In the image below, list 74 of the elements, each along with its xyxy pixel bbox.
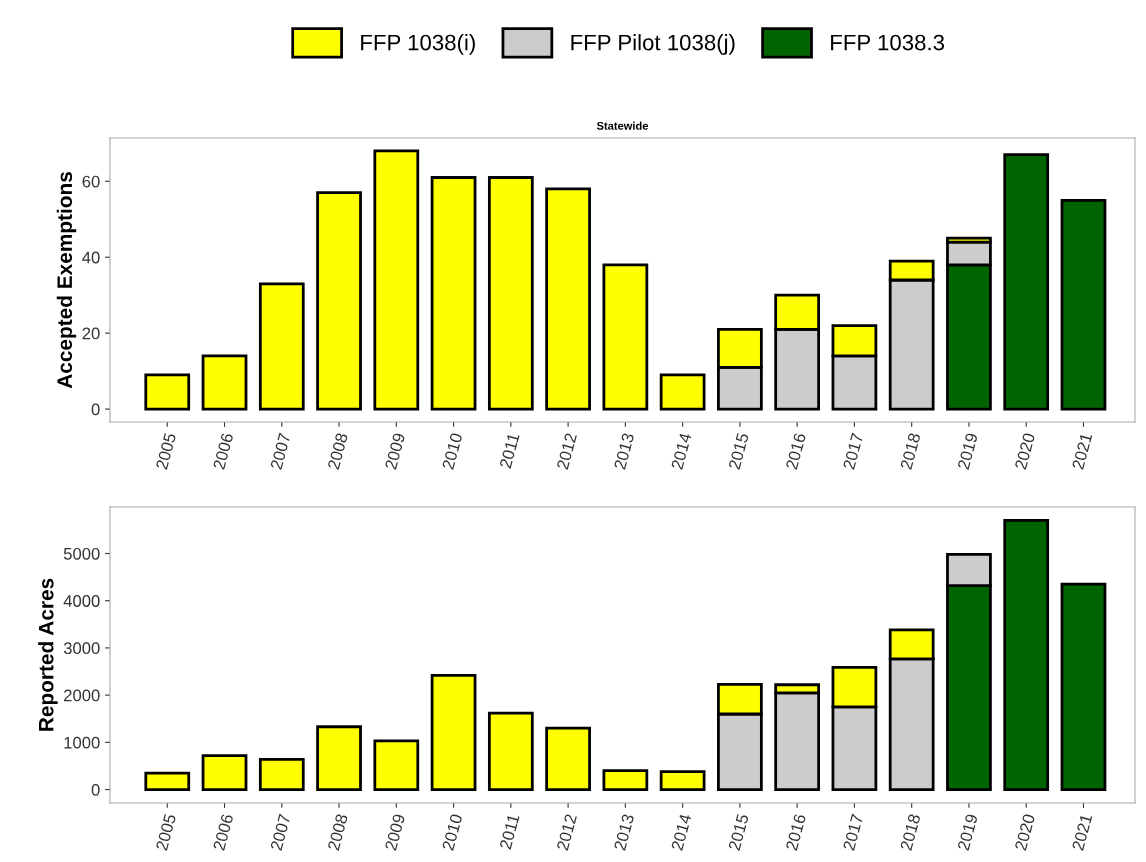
y-tick-label: 60 xyxy=(82,175,100,188)
y-tick-label: 1000 xyxy=(64,736,100,749)
bar xyxy=(659,373,706,411)
chart-title: Statewide xyxy=(596,121,649,130)
x-tick-label: 2013 xyxy=(613,813,635,851)
bar xyxy=(430,176,477,411)
y-tick-label: 0 xyxy=(91,783,100,796)
x-tick-label: 2019 xyxy=(957,813,978,851)
x-tick-label: 2009 xyxy=(384,432,406,470)
bar xyxy=(545,726,591,791)
x-tick-label: 2007 xyxy=(270,432,291,470)
x-tick-label: 2007 xyxy=(270,813,291,851)
x-tick-label: 2013 xyxy=(613,432,635,470)
x-tick-label: 2011 xyxy=(499,813,520,850)
x-tick-label: 2021 xyxy=(1071,813,1093,851)
x-tick-label: 2015 xyxy=(728,813,749,851)
x-tick-label: 2014 xyxy=(670,432,692,470)
y-tick-label: 40 xyxy=(82,251,100,264)
x-tick-label: 2021 xyxy=(1071,432,1093,470)
x-tick-label: 2006 xyxy=(212,813,234,851)
bar xyxy=(545,187,591,411)
bar xyxy=(602,263,649,411)
y-tick-label: 5000 xyxy=(63,547,100,560)
x-tick-label: 2005 xyxy=(155,813,177,851)
x-tick-label: 2016 xyxy=(785,813,807,851)
legend-label: FFP 1038(i) xyxy=(361,34,475,55)
bar xyxy=(144,373,191,411)
y-axis-title: Reported Acres xyxy=(38,578,58,731)
x-tick-label: 2010 xyxy=(441,813,463,851)
x-tick-label: 2008 xyxy=(327,432,348,470)
bar xyxy=(373,739,420,791)
bar xyxy=(487,711,534,791)
x-tick-label: 2017 xyxy=(842,813,864,851)
bar xyxy=(659,770,706,791)
x-tick-label: 2019 xyxy=(957,432,978,470)
legend-label: FFP Pilot 1038(j) xyxy=(571,34,735,55)
x-tick-label: 2012 xyxy=(556,432,577,470)
bar xyxy=(1060,198,1107,411)
legend-label: FFP 1038.3 xyxy=(831,34,945,51)
x-tick-label: 2014 xyxy=(670,813,692,851)
bar xyxy=(316,725,362,791)
x-tick-label: 2016 xyxy=(785,432,807,470)
y-tick-label: 3000 xyxy=(63,642,100,655)
x-tick-label: 2011 xyxy=(499,432,520,469)
x-tick-label: 2018 xyxy=(900,432,921,470)
y-tick-label: 20 xyxy=(82,327,100,340)
x-tick-label: 2018 xyxy=(900,813,921,851)
x-tick-label: 2005 xyxy=(155,432,177,470)
x-tick-label: 2012 xyxy=(556,813,577,851)
bar xyxy=(201,354,248,411)
bar xyxy=(316,191,362,411)
x-tick-label: 2008 xyxy=(327,813,348,851)
x-tick-label: 2020 xyxy=(1014,432,1036,470)
y-tick-label: 2000 xyxy=(64,689,100,702)
x-tick-label: 2006 xyxy=(212,432,234,470)
bar xyxy=(430,673,477,791)
y-tick-label: 0 xyxy=(91,403,100,416)
x-tick-label: 2017 xyxy=(842,432,864,470)
bar xyxy=(1060,582,1107,791)
bar xyxy=(602,769,649,791)
y-tick-label: 4000 xyxy=(63,595,100,607)
bar xyxy=(258,282,305,411)
bar xyxy=(144,771,191,791)
bar xyxy=(1003,153,1050,411)
x-tick-label: 2009 xyxy=(384,813,406,851)
x-tick-label: 2015 xyxy=(728,432,749,470)
bar xyxy=(373,149,420,411)
y-axis-title: Accepted Exemptions xyxy=(56,172,77,389)
x-tick-label: 2010 xyxy=(441,432,463,470)
bar xyxy=(258,757,305,791)
x-tick-label: 2020 xyxy=(1014,813,1036,851)
bar xyxy=(201,754,248,791)
bar xyxy=(1003,519,1050,791)
bar xyxy=(487,176,534,411)
